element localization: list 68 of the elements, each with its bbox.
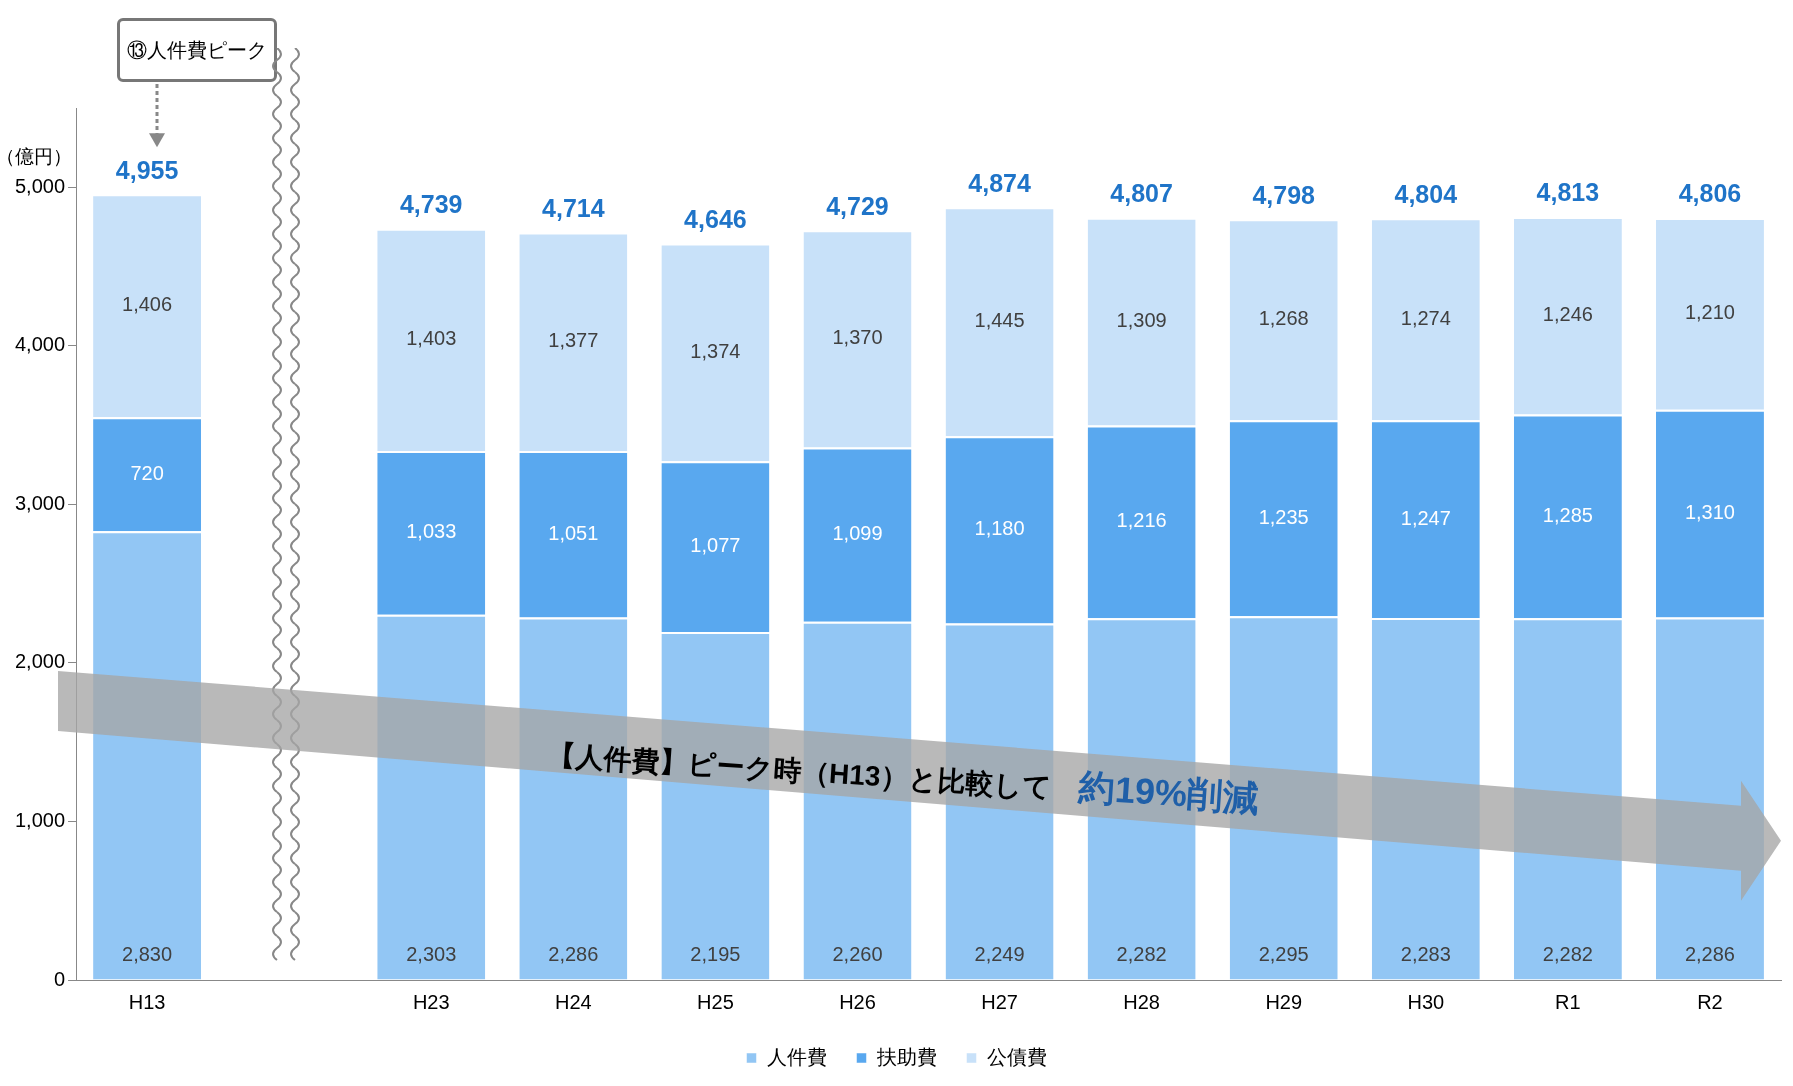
total-label: 4,806 <box>1678 179 1742 208</box>
data-label: 2,283 <box>1400 943 1451 966</box>
data-label: 1,246 <box>1542 303 1593 326</box>
data-label: 1,403 <box>406 327 457 350</box>
data-label: 2,249 <box>974 943 1025 966</box>
x-tick-label: H30 <box>1407 990 1445 1013</box>
total-label: 4,739 <box>399 190 463 219</box>
text: ⑬人件費ピーク <box>117 18 278 82</box>
total-label: 4,714 <box>542 194 605 223</box>
data-label: 1,077 <box>690 534 741 557</box>
legend-label: 公債費 <box>986 1045 1047 1068</box>
data-label: 1,216 <box>1116 509 1167 532</box>
data-label: 2,195 <box>690 943 741 966</box>
total-label: 4,874 <box>968 168 1031 197</box>
total-label: 4,807 <box>1110 179 1173 208</box>
legend-label: 人件費 <box>766 1045 827 1068</box>
data-label: 2,286 <box>548 943 599 966</box>
data-label: 2,282 <box>1116 943 1167 966</box>
total-label: 4,798 <box>1252 180 1316 209</box>
data-label: 2,286 <box>1684 943 1735 966</box>
total-label: 4,955 <box>115 155 179 184</box>
data-label: 2,303 <box>406 943 457 966</box>
x-tick-label: H23 <box>412 990 450 1013</box>
y-tick-label: 1,000 <box>14 808 66 831</box>
x-tick-label: H26 <box>839 990 876 1013</box>
x-tick-label: R1 <box>1555 990 1581 1013</box>
total-label: 4,813 <box>1536 178 1600 207</box>
data-label: 2,282 <box>1542 943 1593 966</box>
total-label: 4,729 <box>826 191 889 220</box>
data-label: 1,374 <box>690 339 741 362</box>
total-label: 4,804 <box>1394 179 1458 208</box>
x-tick-label: H25 <box>697 990 734 1013</box>
data-label: 1,180 <box>974 517 1025 540</box>
y-axis-title: （億円） <box>0 146 72 168</box>
data-label: 1,247 <box>1400 506 1451 529</box>
data-label: 2,295 <box>1258 943 1309 966</box>
x-tick-label: H27 <box>981 990 1018 1013</box>
data-label: 1,370 <box>832 326 883 349</box>
data-label: 1,274 <box>1400 306 1451 329</box>
y-tick-label: 2,000 <box>14 650 66 673</box>
data-label: 1,051 <box>548 521 599 544</box>
annotation: 約19%削減 <box>1077 765 1261 822</box>
x-tick-label: H24 <box>554 990 592 1013</box>
data-label: 1,377 <box>548 329 599 352</box>
data-label: 1,285 <box>1542 503 1593 526</box>
data-label: 720 <box>130 461 164 484</box>
data-label: 1,309 <box>1116 309 1167 332</box>
data-label: 2,830 <box>122 943 173 966</box>
data-label: 1,406 <box>122 293 173 316</box>
annotation: 【人件費】ピーク時（H13）と比較して <box>546 738 1053 806</box>
data-label: 1,445 <box>974 309 1025 332</box>
x-tick-label: H28 <box>1123 990 1160 1013</box>
data-label: 2,260 <box>832 943 883 966</box>
x-tick-label: H29 <box>1265 990 1303 1013</box>
x-tick-label: H13 <box>128 990 166 1013</box>
y-tick-label: 4,000 <box>14 333 66 356</box>
data-label: 1,235 <box>1258 505 1309 528</box>
legend-label: 扶助費 <box>875 1045 937 1068</box>
data-label: 1,310 <box>1684 501 1735 524</box>
y-tick-label: 5,000 <box>14 174 66 197</box>
data-label: 1,268 <box>1258 307 1309 330</box>
y-tick-label: 3,000 <box>14 491 66 514</box>
x-tick-label: R2 <box>1697 990 1723 1013</box>
data-label: 1,033 <box>406 520 457 543</box>
data-label: 1,099 <box>832 522 883 545</box>
data-label: 1,210 <box>1684 301 1735 324</box>
total-label: 4,646 <box>684 204 747 233</box>
y-tick-label: 0 <box>53 967 66 990</box>
